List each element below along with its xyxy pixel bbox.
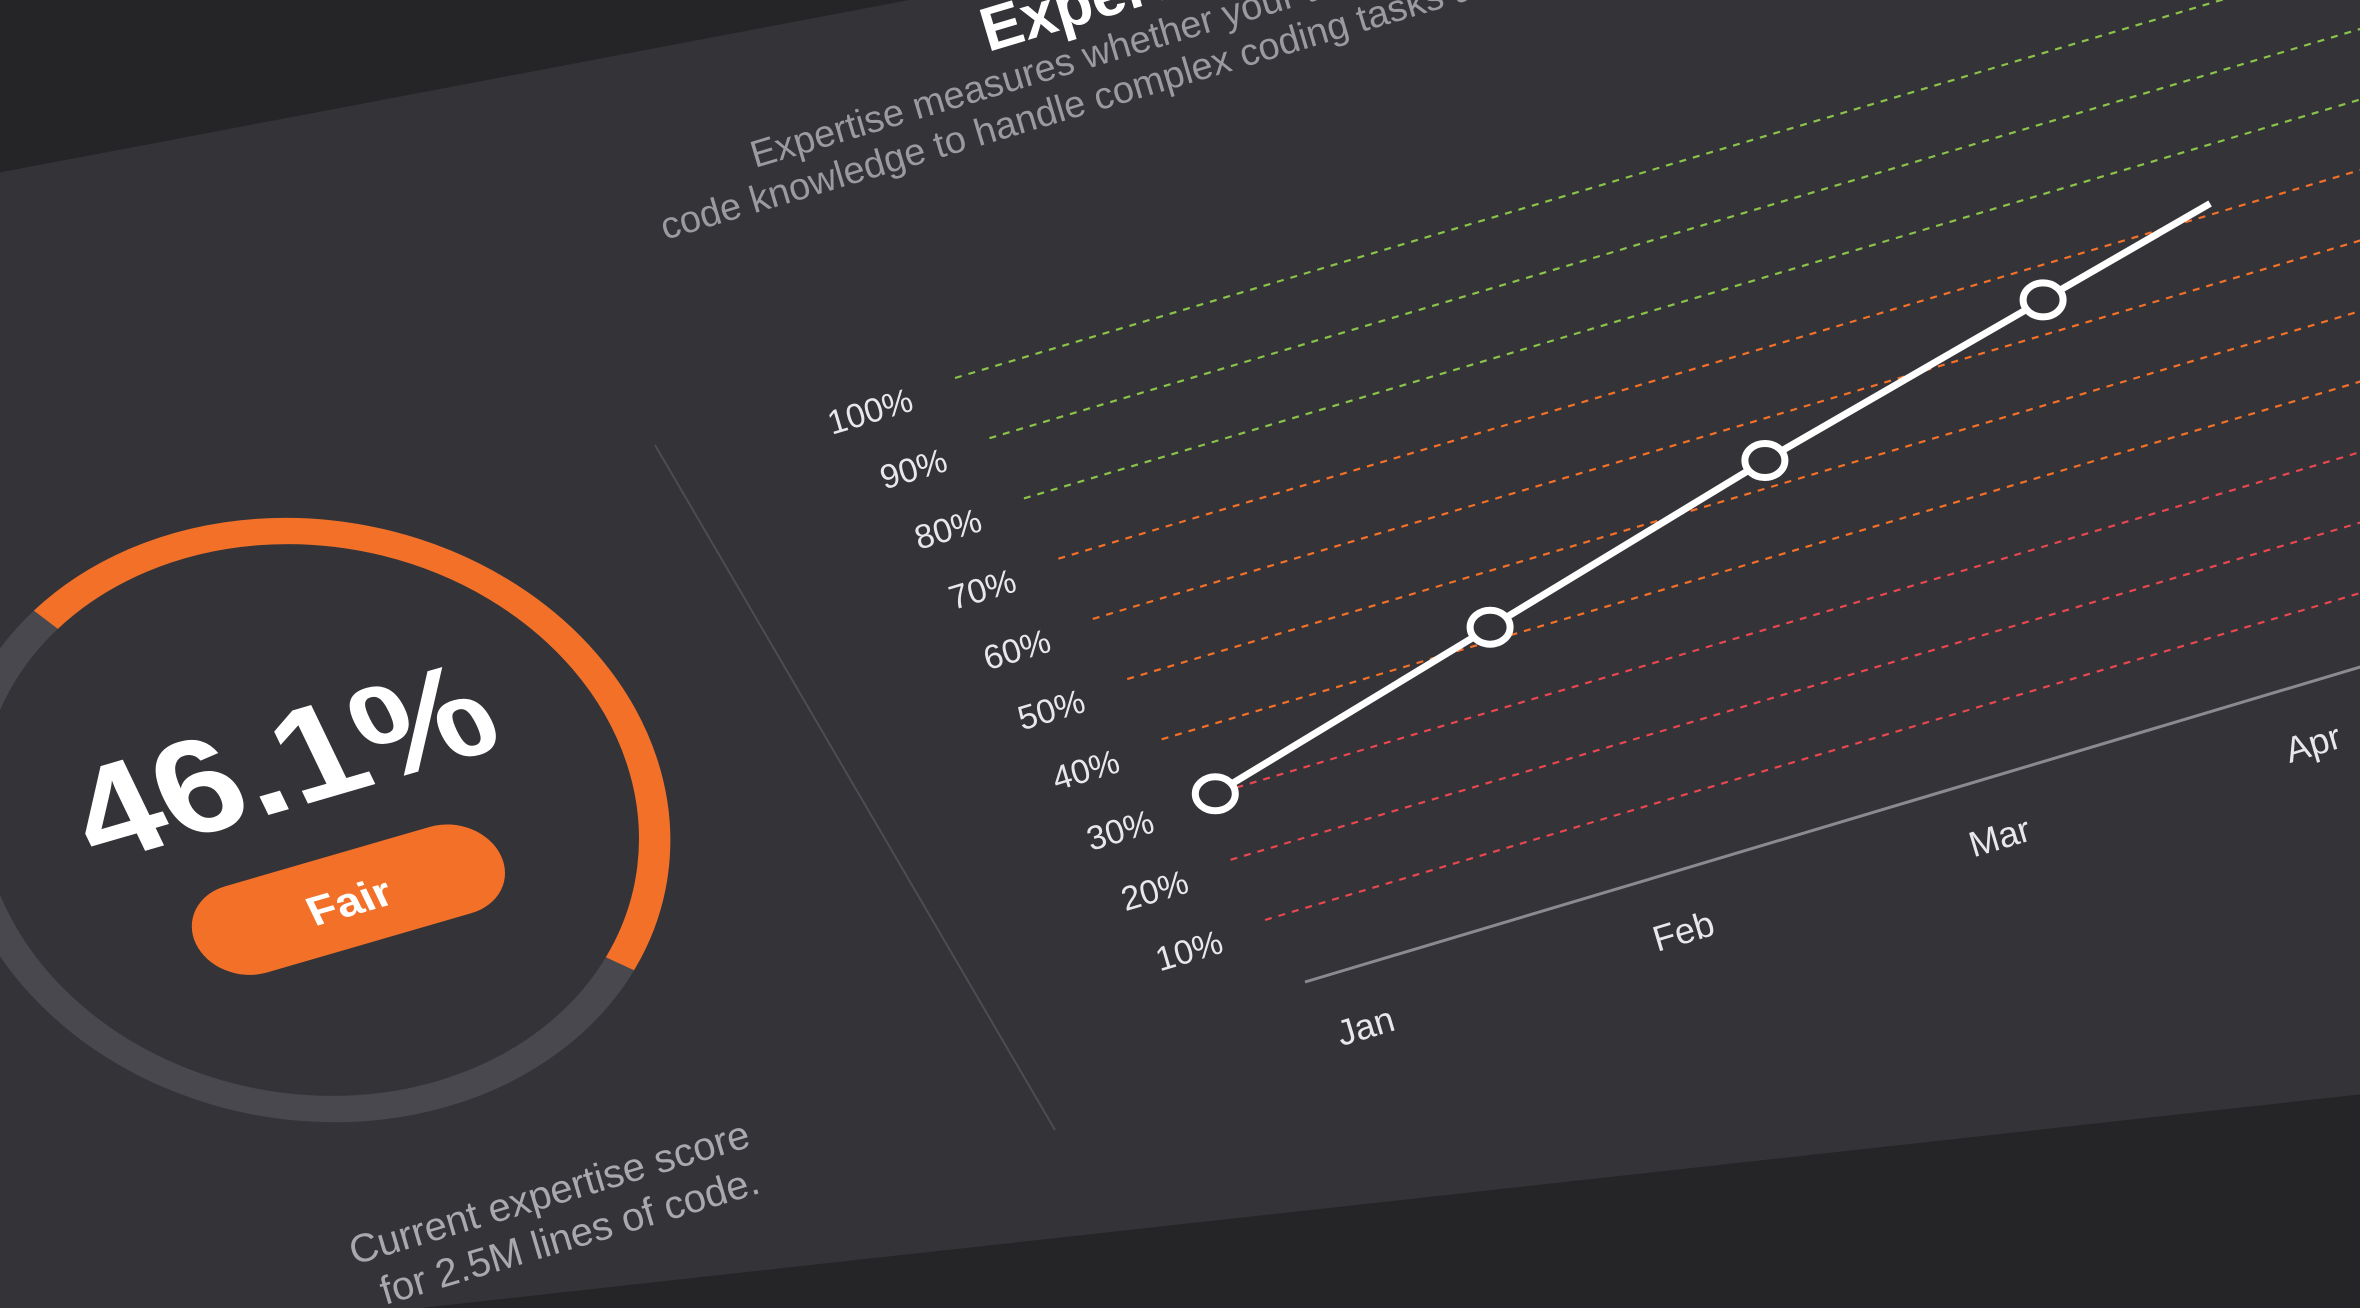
chart-x-axis-line [1304, 665, 2360, 984]
chart-gridline [1264, 591, 2360, 922]
score-badge[interactable] [175, 812, 522, 987]
chart-series [1191, 200, 2212, 815]
chart-gridline [1023, 98, 2360, 500]
series-point[interactable] [2019, 279, 2067, 321]
gauge-progress-arc [33, 517, 671, 971]
panel-divider [654, 444, 1056, 1131]
chart-gridline [954, 0, 2226, 380]
chart-gridline [1126, 309, 2360, 681]
chart-gridline [1058, 168, 2360, 560]
chart-gridline [1230, 521, 2360, 861]
chart-gridline [989, 27, 2360, 440]
series-point[interactable] [1466, 606, 1514, 648]
series-point[interactable] [1741, 440, 1789, 481]
chart-gridline [1092, 239, 2360, 620]
series-point[interactable] [1191, 773, 1239, 815]
chart-gridline [1195, 450, 2360, 801]
